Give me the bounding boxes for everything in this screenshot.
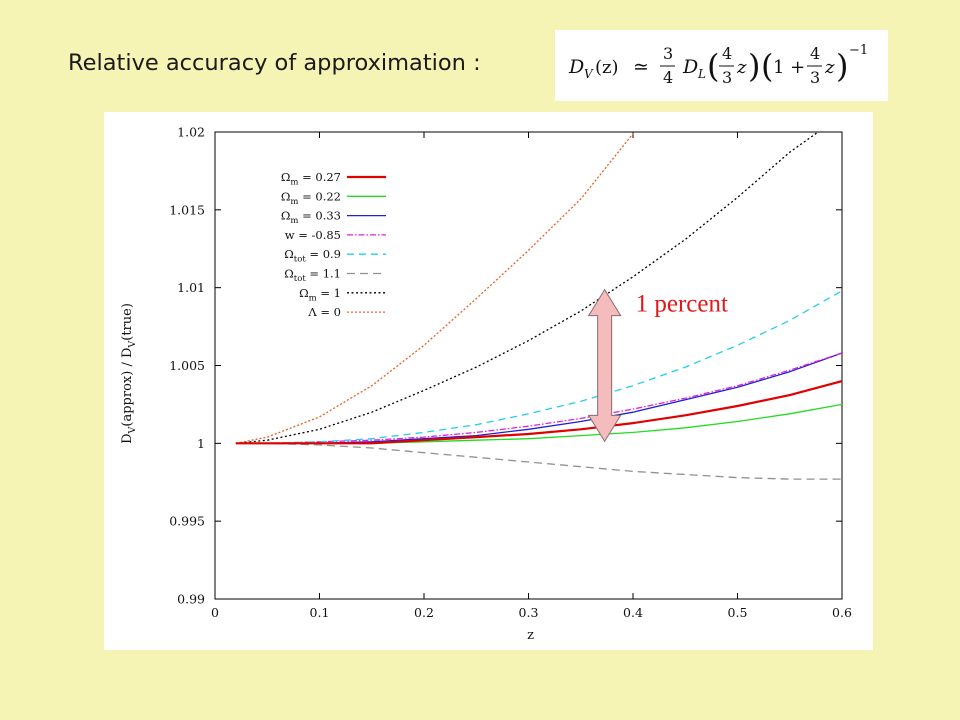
legend-label: w = -0.85 bbox=[285, 228, 341, 242]
formula-lhs: D bbox=[568, 56, 584, 78]
legend-label-subscript: tot bbox=[294, 255, 307, 265]
legend-label: Ωm = 0.22 bbox=[281, 189, 341, 207]
y-tick-label: 1 bbox=[197, 436, 205, 451]
legend-label-main: Ω bbox=[284, 247, 294, 261]
legend-label-main: w = -0.85 bbox=[285, 228, 341, 242]
series-line bbox=[235, 380, 842, 445]
formula-inner-den-2: 3 bbox=[810, 68, 820, 87]
formula-dl-sub: L bbox=[697, 67, 706, 81]
formula-lhs-arg: (z) bbox=[595, 57, 619, 78]
formula-box: D V (z) ≃ 3 4 D L ( 4 3 z ) ( 1 + 4 3 z bbox=[555, 30, 888, 101]
x-tick-label: 0.6 bbox=[832, 605, 852, 620]
slide-title: Relative accuracy of approximation : bbox=[68, 50, 481, 76]
legend-label-subscript: m bbox=[290, 178, 298, 188]
formula-paren-open-2: ( bbox=[761, 47, 773, 85]
y-tick-label: 1.015 bbox=[169, 202, 205, 217]
legend-label-subscript: m bbox=[309, 293, 317, 303]
plot-panel: 0 0.1 0.2 0.3 0.4 0.5 0.6 0.99 0.995 1 1.005 1.01 1.… bbox=[104, 112, 873, 650]
legend-label-rest: = 0.33 bbox=[298, 209, 341, 223]
legend-label: Ωtot = 0.9 bbox=[284, 247, 341, 265]
legend-label-rest: = 1.1 bbox=[306, 267, 341, 281]
legend-label-main: Ω bbox=[281, 209, 291, 223]
legend-label-rest: = 0.27 bbox=[298, 170, 341, 184]
x-tick-label: 0.5 bbox=[728, 605, 748, 620]
legend-label-rest: = 0.22 bbox=[298, 189, 341, 203]
legend-label-main: Ω bbox=[281, 170, 291, 184]
series-line bbox=[235, 132, 636, 444]
legend-label: Ωm = 1 bbox=[299, 286, 341, 304]
formula-inner-num-1: 4 bbox=[722, 44, 732, 63]
formula-exponent: −1 bbox=[849, 43, 868, 58]
formula-inner-num-2: 4 bbox=[810, 44, 820, 63]
legend-label-main: Ω bbox=[281, 189, 291, 203]
formula-inner-var-2: z bbox=[824, 57, 835, 78]
legend-label: Ωm = 0.27 bbox=[281, 170, 341, 188]
formula-paren-close-1: ) bbox=[748, 47, 760, 85]
legend-label-subscript: m bbox=[290, 216, 298, 226]
legend-label-main: Ω bbox=[299, 286, 309, 300]
y-tick-label: 1.005 bbox=[169, 358, 205, 373]
y-axis-label: DV(approx) / DV(true) bbox=[120, 303, 138, 444]
y-tick-label: 0.99 bbox=[177, 592, 205, 607]
x-tick-label: 0.2 bbox=[414, 605, 434, 620]
series-line bbox=[235, 352, 842, 444]
formula-inner-var-1: z bbox=[736, 57, 747, 78]
series-line bbox=[235, 352, 842, 444]
series-line bbox=[235, 290, 842, 444]
x-tick-label: 0 bbox=[211, 605, 219, 620]
formula-inner-den-1: 3 bbox=[722, 68, 732, 87]
x-tick-label: 0.3 bbox=[519, 605, 539, 620]
formula-frac-num: 3 bbox=[663, 44, 673, 63]
y-tick-label: 1.02 bbox=[177, 125, 205, 140]
formula-approx: ≃ bbox=[633, 56, 649, 78]
series-line bbox=[235, 403, 842, 444]
y-axis-label-subscript: V bbox=[127, 426, 138, 434]
legend-label-subscript: m bbox=[290, 197, 298, 207]
y-axis-label-text: (approx) / D bbox=[120, 348, 135, 427]
legend-label-rest: = 1 bbox=[317, 286, 341, 300]
formula-paren-open-1: ( bbox=[707, 47, 719, 85]
x-tick-label: 0.1 bbox=[310, 605, 330, 620]
legend-label-main: Ω bbox=[284, 267, 294, 281]
series-line bbox=[235, 442, 842, 480]
chart: 0 0.1 0.2 0.3 0.4 0.5 0.6 0.99 0.995 1 1.005 1.01 1.… bbox=[120, 125, 852, 644]
y-tick-label: 0.995 bbox=[169, 514, 205, 529]
y-axis-label-subscript: V bbox=[127, 341, 138, 349]
formula-frac-den: 4 bbox=[663, 68, 673, 87]
legend-label: Ωm = 0.33 bbox=[281, 209, 341, 227]
y-axis-label-text: D bbox=[120, 433, 135, 443]
formula: D V (z) ≃ 3 4 D L ( 4 3 z ) ( 1 + 4 3 z bbox=[568, 43, 868, 87]
legend-label-main: Λ = 0 bbox=[307, 305, 341, 319]
x-axis-label: z bbox=[527, 628, 534, 643]
formula-dl: D bbox=[682, 56, 698, 78]
formula-paren-close-2: ) bbox=[836, 47, 848, 85]
annotation-label: 1 percent bbox=[636, 291, 728, 318]
legend-label: Λ = 0 bbox=[307, 305, 341, 319]
legend-label: Ωtot = 1.1 bbox=[284, 267, 341, 285]
legend-label-subscript: tot bbox=[294, 274, 307, 284]
one-percent-double-arrow bbox=[587, 288, 622, 443]
legend-label-rest: = 0.9 bbox=[306, 247, 341, 261]
y-axis-label-text: (true) bbox=[120, 303, 135, 341]
x-tick-label: 0.4 bbox=[623, 605, 643, 620]
formula-lhs-sub: V bbox=[584, 67, 594, 81]
series-line bbox=[235, 132, 820, 444]
formula-one-plus: 1 + bbox=[773, 57, 805, 78]
y-tick-label: 1.01 bbox=[177, 280, 205, 295]
